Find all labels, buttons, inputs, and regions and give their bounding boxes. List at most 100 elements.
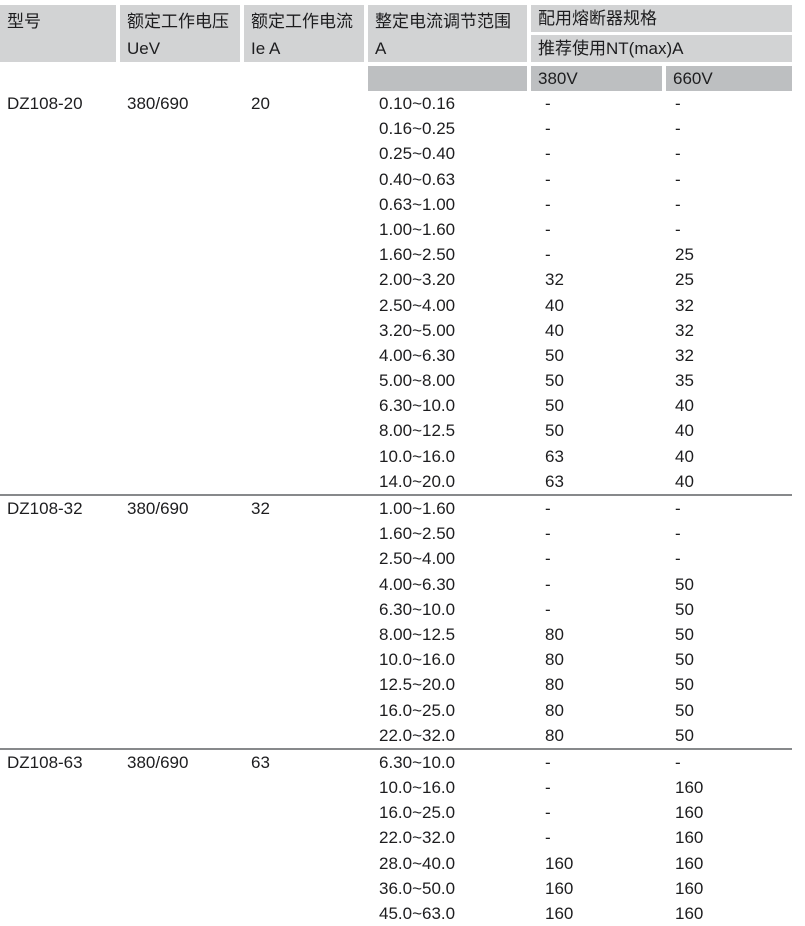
table-row: 3.20~5.00 40 32 xyxy=(0,318,792,343)
cell-660v: 40 xyxy=(675,446,694,466)
cell-voltage: 380/690 xyxy=(127,94,189,113)
cell-voltage xyxy=(120,546,240,571)
table-row: 2.50~4.00 - - xyxy=(0,546,792,571)
cell-current xyxy=(244,192,364,217)
cell-380v: 32 xyxy=(545,270,564,290)
header-model: 型号 xyxy=(0,5,116,62)
cell-range: 22.0~32.0 xyxy=(379,828,456,848)
cell-660v: - xyxy=(675,119,681,139)
table-row: 36.0~50.0 160 160 xyxy=(0,876,792,901)
table-row: 16.0~25.0 80 50 xyxy=(0,698,792,723)
cell-range: 10.0~16.0 xyxy=(379,446,456,466)
cell-380v: - xyxy=(545,144,551,164)
cell-range: 14.0~20.0 xyxy=(379,471,456,491)
cell-range: 8.00~12.5 xyxy=(379,421,456,441)
cell-660v: 40 xyxy=(675,396,694,416)
cell-voltage xyxy=(120,800,240,825)
cell-660v: 160 xyxy=(675,828,704,848)
cell-660v: 50 xyxy=(675,700,694,720)
header-current-line2: Ie A xyxy=(251,39,281,58)
cell-660v: - xyxy=(675,94,681,113)
cell-current xyxy=(244,521,364,546)
cell-current xyxy=(244,546,364,571)
cell-model xyxy=(0,418,116,443)
cell-range: 3.20~5.00 xyxy=(379,320,456,340)
cell-range: 28.0~40.0 xyxy=(379,853,456,873)
cell-660v: - xyxy=(675,169,681,189)
cell-660v: 160 xyxy=(675,904,704,923)
header-fuse-title: 配用熔断器规格 xyxy=(531,5,792,32)
cell-380v: - xyxy=(545,549,551,569)
table-row: 5.00~8.00 50 35 xyxy=(0,368,792,393)
cell-660v: 50 xyxy=(675,725,694,745)
cell-660v: - xyxy=(675,194,681,214)
section-divider xyxy=(0,494,792,496)
cell-range: 22.0~32.0 xyxy=(379,725,456,745)
cell-current xyxy=(244,647,364,672)
cell-model xyxy=(0,368,116,393)
cell-current xyxy=(244,876,364,901)
cell-range: 0.25~0.40 xyxy=(379,144,456,164)
cell-range: 16.0~25.0 xyxy=(379,700,456,720)
table-row: 0.40~0.63 - - xyxy=(0,167,792,192)
cell-660v: - xyxy=(675,549,681,569)
header-voltage-line2: UeV xyxy=(127,39,161,58)
cell-current: 63 xyxy=(251,752,270,772)
table-row: 22.0~32.0 80 50 xyxy=(0,723,792,748)
cell-range: 1.60~2.50 xyxy=(379,524,456,544)
cell-model xyxy=(0,672,116,697)
cell-voltage xyxy=(120,444,240,469)
cell-380v: - xyxy=(545,169,551,189)
cell-380v: 160 xyxy=(545,853,574,873)
table-row: DZ108-63 380/690 63 6.30~10.0 - - xyxy=(0,750,792,775)
cell-380v: - xyxy=(545,94,551,113)
cell-current xyxy=(244,267,364,292)
cell-660v: 50 xyxy=(675,574,694,594)
cell-380v: - xyxy=(545,524,551,544)
table-row: 1.60~2.50 - 25 xyxy=(0,242,792,267)
cell-660v: 160 xyxy=(675,878,704,898)
cell-model xyxy=(0,444,116,469)
cell-current xyxy=(244,698,364,723)
cell-model xyxy=(0,622,116,647)
cell-model xyxy=(0,825,116,850)
cell-model xyxy=(0,141,116,166)
header-380v: 380V xyxy=(531,66,662,91)
cell-range: 6.30~10.0 xyxy=(379,599,456,619)
table-body: DZ108-20 380/690 20 0.10~0.16- -0.16~0.25- -0… xyxy=(0,91,792,926)
cell-model xyxy=(0,698,116,723)
cell-current xyxy=(244,901,364,926)
cell-voltage xyxy=(120,622,240,647)
cell-380v: 50 xyxy=(545,371,564,391)
cell-voltage xyxy=(120,393,240,418)
cell-model xyxy=(0,318,116,343)
table-header: 型号 额定工作电压 UeV 额定工作电流 Ie A 整定电流调节范围 A 配用熔… xyxy=(0,5,792,91)
cell-model: DZ108-63 xyxy=(7,752,83,772)
cell-660v: - xyxy=(675,752,681,772)
cell-current xyxy=(244,775,364,800)
table-row: 2.50~4.00 40 32 xyxy=(0,293,792,318)
cell-voltage xyxy=(120,343,240,368)
cell-model xyxy=(0,343,116,368)
cell-380v: 160 xyxy=(545,878,574,898)
cell-voltage xyxy=(120,901,240,926)
cell-model: DZ108-32 xyxy=(7,499,83,518)
cell-voltage xyxy=(120,521,240,546)
cell-model xyxy=(0,647,116,672)
cell-380v: - xyxy=(545,574,551,594)
cell-range: 1.60~2.50 xyxy=(379,245,456,265)
cell-380v: 80 xyxy=(545,725,564,745)
cell-range: 6.30~10.0 xyxy=(379,396,456,416)
cell-voltage xyxy=(120,293,240,318)
header-model-line1: 型号 xyxy=(7,12,41,31)
cell-model xyxy=(0,521,116,546)
cell-660v: 50 xyxy=(675,650,694,670)
cell-model xyxy=(0,775,116,800)
cell-voltage xyxy=(120,141,240,166)
cell-660v: 32 xyxy=(675,345,694,365)
cell-current xyxy=(244,469,364,494)
cell-model xyxy=(0,469,116,494)
cell-current xyxy=(244,141,364,166)
cell-model xyxy=(0,217,116,242)
